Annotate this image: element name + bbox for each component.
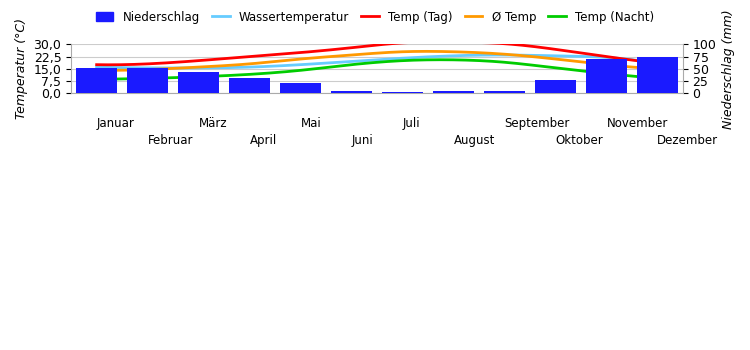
Text: Juni: Juni [352, 134, 374, 147]
Bar [331, 91, 372, 93]
Text: August: August [454, 134, 495, 147]
Text: Januar: Januar [97, 117, 134, 130]
Bar [230, 78, 270, 93]
Text: Februar: Februar [148, 134, 193, 147]
Text: April: April [250, 134, 277, 147]
Text: März: März [199, 117, 227, 130]
Text: September: September [505, 117, 570, 130]
Bar [128, 68, 168, 93]
Bar [433, 91, 474, 93]
Y-axis label: Niederschlag (mm): Niederschlag (mm) [722, 9, 735, 128]
Text: Mai: Mai [301, 117, 321, 130]
Legend: Niederschlag, Wassertemperatur, Temp (Tag), Ø Temp, Temp (Nacht): Niederschlag, Wassertemperatur, Temp (Ta… [91, 6, 659, 28]
Text: Oktober: Oktober [556, 134, 603, 147]
Bar [76, 68, 117, 93]
Bar [637, 57, 678, 93]
Text: November: November [607, 117, 668, 130]
Bar [535, 80, 576, 93]
Y-axis label: Temperatur (°C): Temperatur (°C) [15, 18, 28, 119]
Bar [280, 83, 321, 93]
Bar [586, 59, 627, 93]
Bar [178, 72, 219, 93]
Text: Dezember: Dezember [657, 134, 718, 147]
Text: Juli: Juli [403, 117, 420, 130]
Bar [484, 91, 525, 93]
Bar [382, 92, 423, 93]
